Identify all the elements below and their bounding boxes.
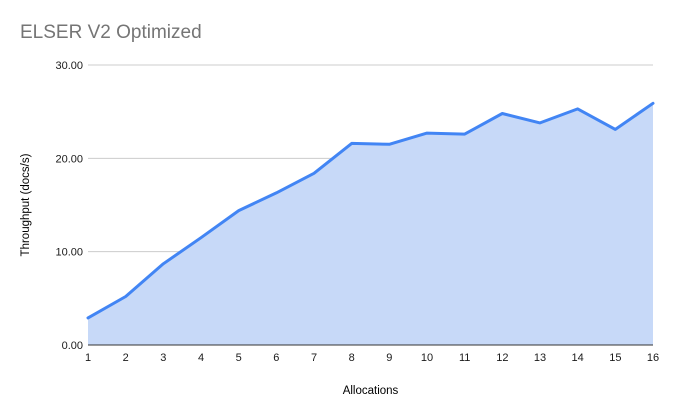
y-axis-title: Throughput (docs/s) — [20, 153, 32, 256]
x-tick-label: 10 — [421, 352, 433, 364]
series-area-fill — [88, 103, 653, 345]
x-tick-label: 14 — [572, 352, 584, 364]
x-tick-label: 1 — [85, 352, 91, 364]
x-tick-label: 6 — [273, 352, 279, 364]
x-tick-label: 11 — [459, 352, 470, 364]
y-tick-label: 20.00 — [55, 153, 83, 165]
series-line — [86, 101, 655, 320]
x-tick-label: 13 — [534, 352, 546, 364]
x-tick-label: 5 — [236, 352, 242, 364]
x-tick-label: 7 — [311, 352, 317, 364]
x-axis-tick-labels: 1 2 3 4 5 6 7 8 9 10 11 12 13 14 15 16 — [85, 352, 659, 364]
x-tick-label: 9 — [386, 352, 392, 364]
x-axis-title: Allocations — [343, 385, 399, 397]
x-tick-label: 3 — [160, 352, 166, 364]
y-tick-label: 30.00 — [55, 60, 83, 72]
x-tick-label: 2 — [123, 352, 129, 364]
x-tick-label: 16 — [647, 352, 659, 364]
x-tick-label: 4 — [198, 352, 204, 364]
chart-title: ELSER V2 Optimized — [20, 22, 202, 43]
x-tick-label: 8 — [349, 352, 355, 364]
x-tick-label: 12 — [496, 352, 508, 364]
y-axis-tick-labels: 0.00 10.00 20.00 30.00 — [55, 60, 83, 352]
x-tick-label: 15 — [609, 352, 621, 364]
y-tick-label: 0.00 — [62, 340, 83, 352]
y-tick-label: 10.00 — [55, 247, 83, 259]
